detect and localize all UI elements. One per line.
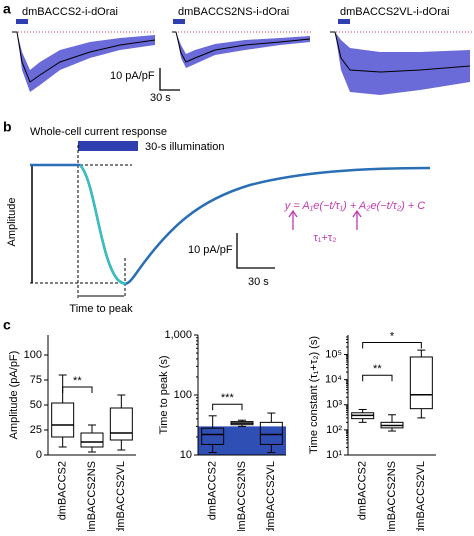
box bbox=[259, 421, 283, 445]
x-tick-label: dmBACCS2 bbox=[357, 461, 369, 520]
y-tick-label: 100 bbox=[174, 389, 192, 401]
illumination-bar bbox=[173, 19, 185, 24]
amplitude-label: Amplitude bbox=[6, 198, 18, 247]
trace bbox=[330, 31, 471, 73]
significance-bracket bbox=[212, 403, 243, 411]
illumination-bar bbox=[16, 19, 28, 24]
y-tick-label: 100 bbox=[24, 349, 42, 361]
y-tick-label: 1,000 bbox=[164, 329, 192, 341]
schematic bbox=[30, 145, 431, 298]
scale-bar bbox=[159, 68, 180, 91]
y-tick-label: 0 bbox=[36, 449, 42, 461]
shaded-region bbox=[198, 426, 286, 455]
y-tick-label: 50 bbox=[30, 399, 42, 411]
traces bbox=[12, 19, 472, 95]
y-axis-label: Time to peak (s) bbox=[158, 355, 170, 434]
x-tick-label: dmBACCS2NS bbox=[386, 461, 398, 531]
y-tick-label: 10⁵ bbox=[325, 348, 342, 360]
trace-band bbox=[172, 32, 310, 68]
significance-bracket bbox=[362, 342, 422, 349]
equation: y = A₁e(−t/τ₁) + A₂e(−t/τ₂) + C bbox=[284, 200, 425, 212]
significance-label: ** bbox=[373, 363, 382, 375]
significance-label: ** bbox=[73, 375, 82, 387]
panel-label: a bbox=[3, 1, 11, 17]
scale-bar bbox=[236, 233, 275, 269]
arrow bbox=[288, 209, 362, 230]
trace-title: dmBACCS2VL-i-dOrai bbox=[340, 6, 449, 18]
y-tick-label: 10⁴ bbox=[325, 374, 342, 386]
peak-label: Time to peak bbox=[69, 303, 133, 315]
y-tick-label: 10³ bbox=[326, 399, 342, 411]
box bbox=[201, 427, 225, 445]
trace bbox=[30, 163, 431, 285]
trace bbox=[12, 31, 156, 83]
x-tick-label: dmBACCS2VL bbox=[265, 461, 277, 531]
trace-title: dmBACCS2-i-dOrai bbox=[22, 6, 118, 18]
x-tick-label: dmBACCS2 bbox=[207, 461, 219, 520]
scale-label: 30 s bbox=[150, 92, 171, 104]
y-tick-label: 10 bbox=[180, 449, 192, 461]
significance-bracket bbox=[362, 374, 393, 382]
illumination-bar bbox=[78, 141, 138, 151]
box bbox=[109, 407, 133, 441]
y-tick-label: 10² bbox=[326, 424, 342, 436]
tau-label: τ₁+τ₂ bbox=[313, 232, 336, 244]
scale-label: 10 pA/pF bbox=[110, 70, 155, 82]
y-axis-label: Amplitude (pA/pF) bbox=[8, 351, 20, 440]
illumination-bar bbox=[338, 19, 350, 24]
x-tick-label: dmBACCS2NS bbox=[236, 461, 248, 531]
y-tick-label: 25 bbox=[30, 424, 42, 436]
significance-label: * bbox=[390, 330, 395, 342]
scale-label: 30 s bbox=[248, 276, 269, 288]
x-tick-label: dmBACCS2VL bbox=[115, 461, 127, 531]
significance-bracket bbox=[62, 386, 93, 393]
y-tick-label: 10¹ bbox=[326, 449, 342, 461]
trace-title: dmBACCS2NS-i-dOrai bbox=[178, 6, 289, 18]
significance-label: *** bbox=[221, 392, 235, 404]
fit bbox=[79, 164, 127, 285]
x-tick-label: dmBACCS2NS bbox=[86, 461, 98, 531]
y-axis-label: Time constant (τ₁+τ₂) (s) bbox=[308, 336, 320, 454]
box bbox=[409, 356, 433, 410]
trace bbox=[172, 31, 311, 63]
x-tick-label: dmBACCS2VL bbox=[415, 461, 427, 531]
x-tick-label: dmBACCS2 bbox=[57, 461, 69, 520]
illumination-label: 30-s illumination bbox=[145, 141, 224, 153]
box bbox=[51, 402, 75, 438]
panel-label: c bbox=[3, 317, 11, 333]
trace-band bbox=[12, 32, 155, 92]
y-tick-label: 75 bbox=[30, 374, 42, 386]
scale-label: 10 pA/pF bbox=[188, 244, 233, 256]
schematic-title: Whole-cell current response bbox=[30, 126, 167, 138]
panel-label: b bbox=[3, 119, 12, 135]
box bbox=[80, 432, 104, 448]
trace-band bbox=[330, 32, 470, 95]
